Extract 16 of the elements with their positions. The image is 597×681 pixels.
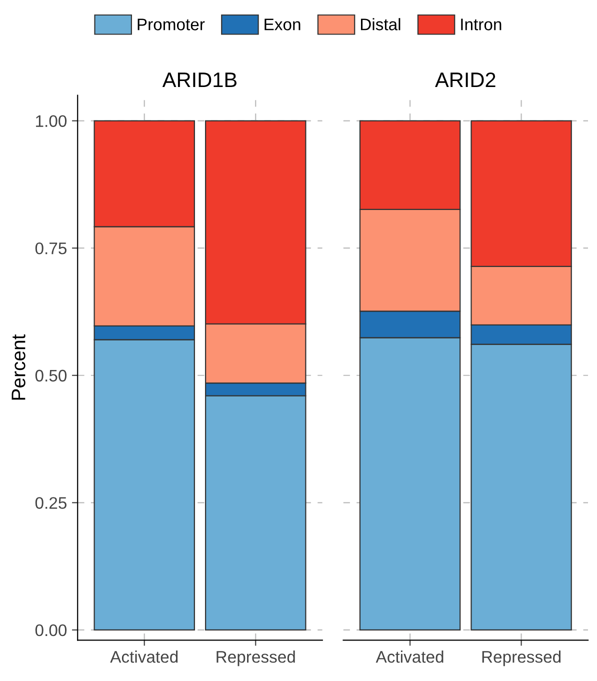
- y-tick-label: 0.75: [35, 242, 66, 254]
- y-tick-label: 0.50: [35, 370, 67, 382]
- y-tick-label: 0.00: [35, 624, 67, 636]
- y-axis-title: Percent: [12, 334, 26, 400]
- legend-label: Promoter: [138, 18, 205, 30]
- x-tick-label: Activated: [110, 650, 178, 663]
- y-tick-label: 0.25: [35, 497, 66, 509]
- legend-label: Intron: [461, 18, 502, 30]
- x-tick-label: Activated: [376, 650, 444, 663]
- x-tick-label: Repressed: [216, 650, 295, 666]
- y-tick-label: 1.00: [36, 115, 67, 127]
- x-tick-label: Repressed: [482, 650, 561, 666]
- legend-label: Distal: [360, 18, 400, 30]
- chart-title: ARID2: [435, 72, 496, 88]
- legend-label: Exon: [264, 18, 300, 30]
- chart-title: ARID1B: [162, 72, 237, 88]
